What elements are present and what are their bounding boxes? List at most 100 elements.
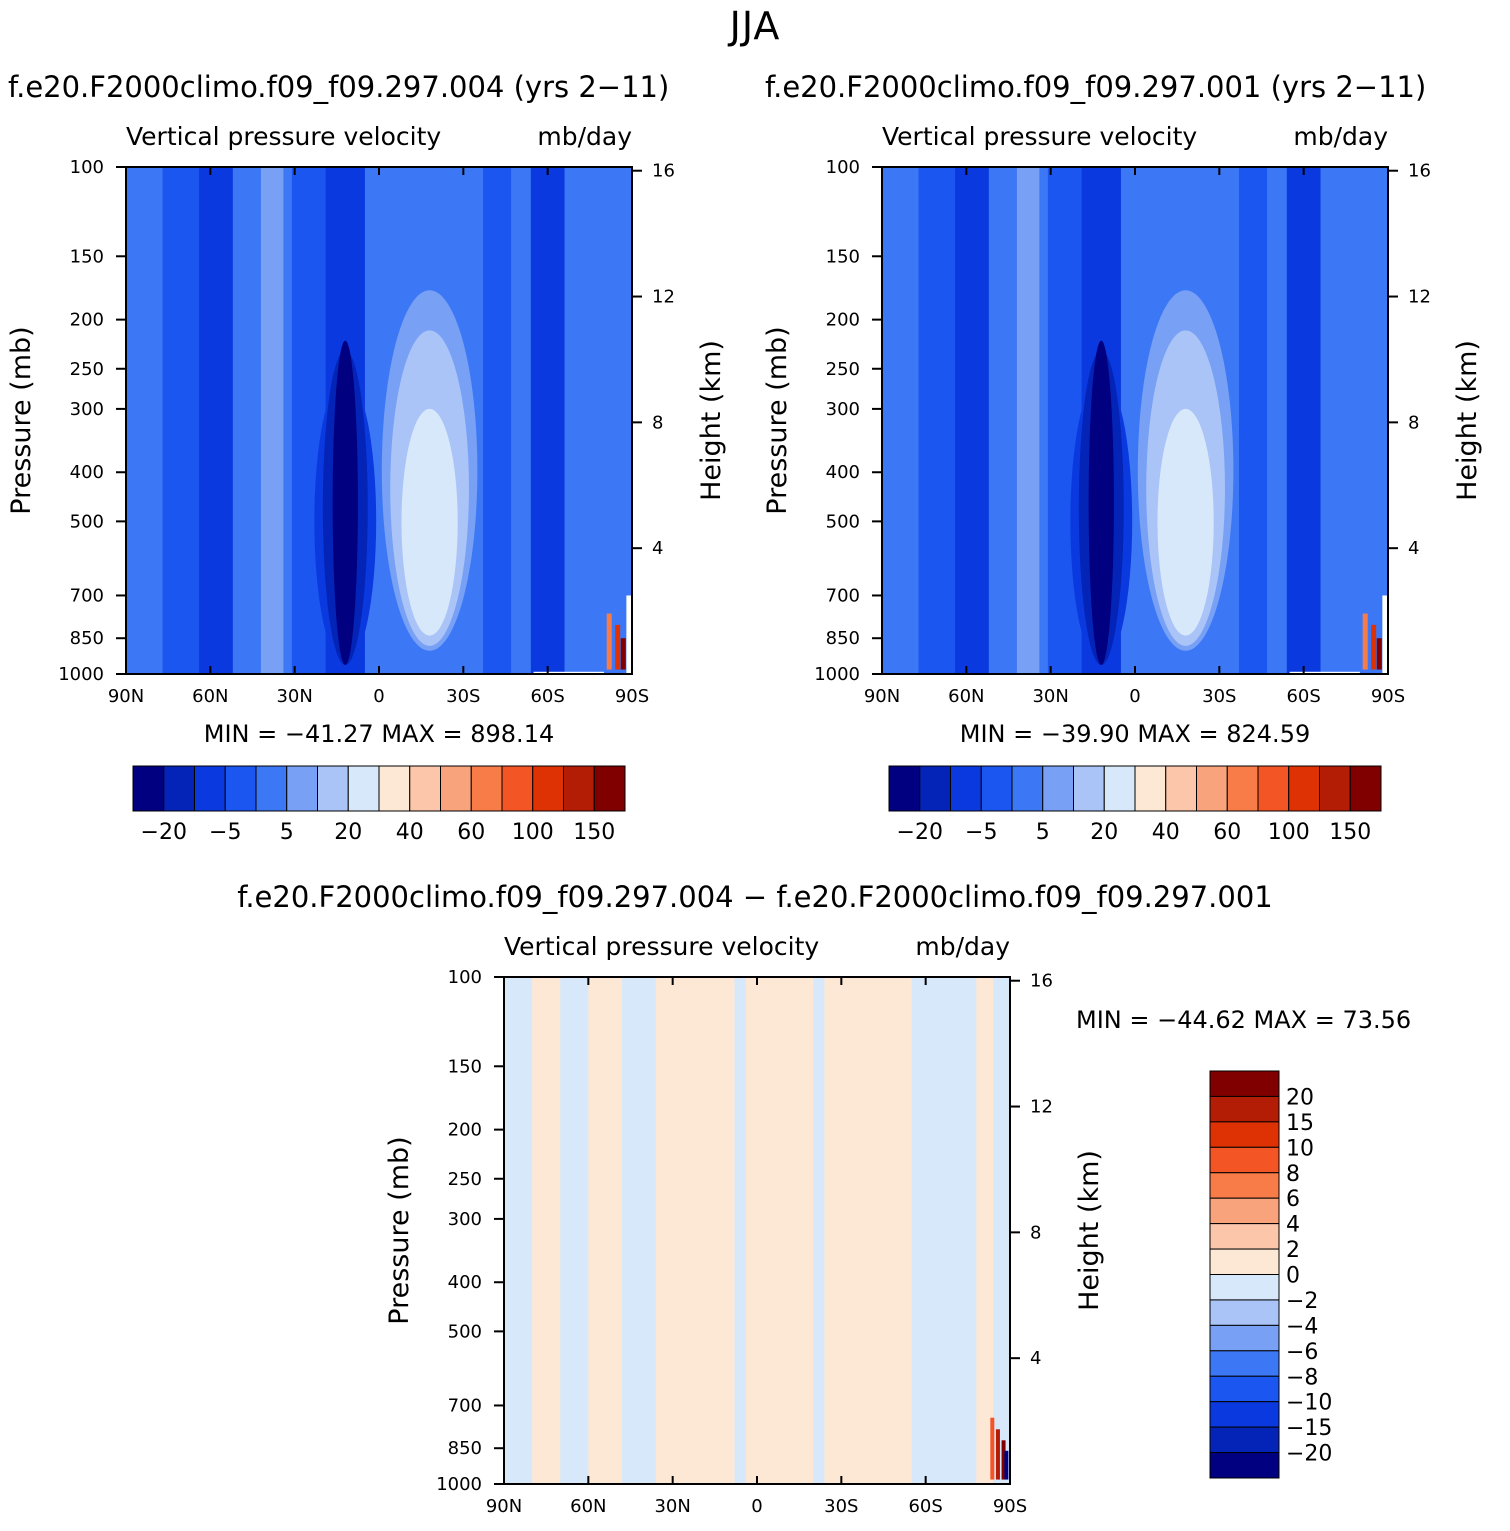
x-tick-label: 30S	[1202, 686, 1236, 707]
x-tick-label: 30N	[654, 1496, 690, 1517]
colorbar-label: 5	[1036, 820, 1050, 845]
plot-units: mb/day	[537, 122, 632, 151]
contour-field	[126, 167, 632, 674]
colorbar-label: 150	[1329, 820, 1371, 845]
contour-band	[1016, 167, 1040, 674]
colorbar-swatch	[1209, 1070, 1280, 1097]
contour-field	[504, 977, 1010, 1484]
y-tick-label: 250	[826, 359, 860, 380]
contour-band	[955, 167, 989, 674]
y-right-axis-label: Height (km)	[1074, 1150, 1105, 1311]
contour-spike	[990, 1417, 995, 1480]
y-right-axis-label: Height (km)	[1452, 340, 1483, 501]
colorbar-swatch	[1196, 765, 1228, 812]
contour-band	[575, 167, 599, 674]
y-right-tick-label: 16	[652, 161, 675, 182]
colorbar-swatch	[1209, 1350, 1280, 1377]
colorbar-label: −5	[965, 820, 997, 845]
x-tick-label: 60N	[570, 1496, 606, 1517]
masked-region	[533, 671, 604, 674]
colorbar-label: 100	[1268, 820, 1310, 845]
plot-title: Vertical pressure velocity	[882, 122, 1197, 151]
colorbar: −20 −5 5 20 40 60 100 150	[132, 765, 626, 845]
colorbar-label: 6	[1286, 1187, 1300, 1212]
y-right-tick-label: 16	[1030, 971, 1053, 992]
colorbar-label: −8	[1286, 1365, 1318, 1390]
x-tick-label: 90S	[993, 1496, 1027, 1517]
y-tick-label: 500	[448, 1321, 482, 1342]
y-right-tick-label: 4	[1408, 538, 1419, 559]
colorbar-swatch	[1209, 1401, 1280, 1428]
contour-core	[401, 408, 458, 636]
colorbar-label: 40	[396, 820, 424, 845]
colorbar-swatch	[255, 765, 288, 812]
contour-spike	[606, 613, 612, 670]
y-tick-label: 300	[826, 399, 860, 420]
min-max-stats: MIN = −44.62 MAX = 73.56	[1076, 1006, 1411, 1034]
colorbar-swatch	[194, 765, 226, 812]
y-axis-label: Pressure (mb)	[762, 326, 793, 514]
colorbar-swatch	[1209, 1375, 1280, 1403]
contour-band	[530, 167, 565, 674]
y-tick-label: 500	[826, 511, 860, 532]
y-tick-label: 100	[70, 157, 104, 178]
colorbar-swatch	[1257, 765, 1290, 812]
y-right-tick-label: 8	[1408, 412, 1419, 433]
colorbar-swatch	[1288, 765, 1320, 812]
y-tick-label: 400	[70, 462, 104, 483]
x-tick-label: 30N	[1032, 686, 1068, 707]
colorbar-swatch	[1209, 1299, 1280, 1326]
y-tick-label: 700	[448, 1395, 482, 1416]
y-tick-label: 250	[70, 359, 104, 380]
x-tick-label: 90N	[864, 686, 900, 707]
x-tick-label: 0	[1129, 686, 1140, 707]
colorbar-swatch	[1011, 765, 1044, 812]
y-tick-label: 100	[826, 157, 860, 178]
contour-core	[332, 340, 358, 666]
colorbar-label: −4	[1286, 1314, 1318, 1339]
figure-title: JJA	[729, 4, 781, 48]
colorbar-swatch	[1209, 1324, 1280, 1352]
y-tick-label: 400	[448, 1272, 482, 1293]
colorbar-label: 4	[1286, 1213, 1300, 1238]
colorbar-swatch	[1209, 1223, 1280, 1250]
y-right-tick-label: 12	[1030, 1097, 1053, 1118]
contour-field	[882, 167, 1388, 674]
colorbar-swatch	[470, 765, 503, 812]
colorbar-swatch	[532, 765, 564, 812]
colorbar-swatch	[317, 765, 349, 812]
panel-2: Vertical pressure velocity mb/day 90N 60N 30…	[384, 932, 1411, 1517]
colorbar-swatch	[563, 765, 595, 812]
colorbar-label: 0	[1286, 1264, 1300, 1289]
contour-spike	[1001, 1440, 1006, 1480]
y-tick-label: 850	[448, 1438, 482, 1459]
colorbar-label: 20	[1286, 1085, 1314, 1110]
colorbar-swatch	[919, 765, 951, 812]
contour-band	[1239, 167, 1268, 674]
colorbar-swatch	[1226, 765, 1259, 812]
colorbar-label: −20	[1286, 1442, 1332, 1467]
colorbar-swatch	[1209, 1121, 1280, 1148]
contour-spike	[620, 638, 626, 670]
colorbar-swatch	[1319, 765, 1351, 812]
min-max-stats: MIN = −39.90 MAX = 824.59	[960, 720, 1310, 748]
panel-1: Vertical pressure velocity mb/day 90N 60N 30…	[762, 122, 1483, 845]
contour-band	[532, 977, 561, 1484]
panel-0: Vertical pressure velocity mb/day 90N 60N 30…	[6, 122, 727, 845]
colorbar-label: 20	[334, 820, 362, 845]
y-tick-label: 700	[826, 585, 860, 606]
colorbar-label: −20	[897, 820, 943, 845]
contour-band	[588, 977, 623, 1484]
masked-region	[1382, 595, 1388, 674]
colorbar-swatch	[1103, 765, 1136, 812]
colorbar-swatch	[440, 765, 472, 812]
colorbar-label: 2	[1286, 1238, 1300, 1263]
y-tick-label: 200	[826, 310, 860, 331]
colorbar-swatch	[409, 765, 441, 812]
y-right-tick-label: 16	[1408, 161, 1431, 182]
y-tick-label: 850	[826, 628, 860, 649]
y-right-tick-label: 8	[652, 412, 663, 433]
contour-band	[260, 167, 284, 674]
colorbar-label: 8	[1286, 1162, 1300, 1187]
